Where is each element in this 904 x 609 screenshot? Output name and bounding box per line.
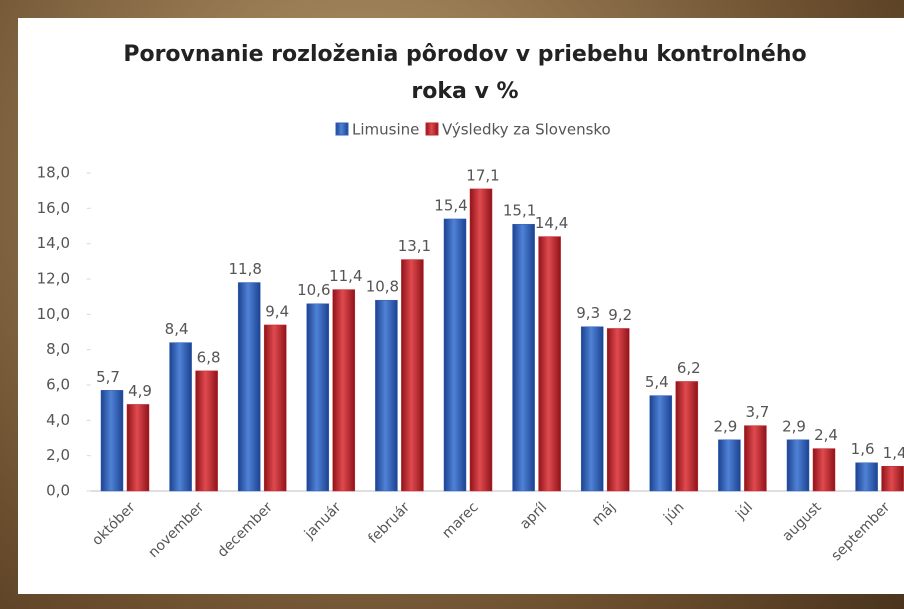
bar: [512, 223, 535, 492]
y-tick-label: 6,0: [46, 376, 70, 394]
value-label: 2,9: [782, 417, 806, 435]
bar: [443, 218, 467, 492]
y-tick-label: 4,0: [46, 411, 70, 429]
bar: [606, 328, 630, 492]
bar: [881, 466, 904, 492]
legend-label: Limusine: [352, 121, 419, 139]
legend-swatch: [335, 122, 349, 136]
value-label: 5,7: [96, 368, 120, 386]
y-tick-label: 18,0: [37, 164, 70, 182]
value-label: 10,8: [366, 278, 399, 296]
y-tick-label: 0,0: [46, 482, 70, 500]
value-label: 10,6: [297, 281, 330, 299]
bar: [469, 188, 493, 492]
value-label: 2,4: [814, 426, 838, 444]
bar: [580, 326, 604, 492]
bar: [375, 299, 398, 492]
bar: [718, 439, 741, 492]
value-label: 6,2: [677, 359, 701, 377]
value-label: 17,1: [466, 166, 499, 184]
value-label: 13,1: [398, 237, 431, 255]
chart-title: Porovnanie rozloženia pôrodov v priebehu…: [123, 42, 806, 104]
value-label: 9,4: [265, 302, 289, 320]
bar: [100, 390, 124, 492]
bar: [195, 370, 218, 492]
bar: [237, 282, 261, 492]
bar: [812, 448, 836, 492]
bar: [675, 381, 699, 492]
value-label: 15,1: [503, 202, 536, 220]
value-label: 11,8: [228, 260, 261, 278]
bar: [855, 462, 878, 492]
bar: [332, 289, 356, 492]
bar: [649, 395, 673, 492]
value-label: 14,4: [535, 214, 568, 232]
title-line: roka v %: [411, 79, 518, 104]
bar: [744, 425, 767, 492]
bar: [169, 342, 192, 492]
value-label: 8,4: [165, 320, 189, 338]
value-label: 2,9: [713, 417, 737, 435]
bar: [126, 404, 150, 492]
value-label: 9,2: [608, 306, 632, 324]
title-line: Porovnanie rozloženia pôrodov v priebehu…: [123, 42, 806, 67]
value-label: 6,8: [197, 348, 221, 366]
bar: [786, 439, 810, 492]
value-label: 5,4: [645, 373, 669, 391]
value-label: 1,6: [851, 440, 875, 458]
y-tick-label: 14,0: [37, 234, 70, 252]
bar: [263, 324, 287, 492]
value-label: 9,3: [576, 304, 600, 322]
bar: [306, 303, 330, 492]
value-label: 4,9: [128, 382, 152, 400]
legend-swatch: [425, 122, 439, 136]
legend-label: Výsledky za Slovensko: [442, 121, 611, 139]
y-tick-label: 12,0: [37, 270, 70, 288]
y-tick-label: 10,0: [37, 305, 70, 323]
value-label: 1,4: [883, 444, 904, 462]
bar: [538, 236, 561, 492]
value-label: 15,4: [434, 196, 467, 214]
value-label: 11,4: [329, 267, 362, 285]
y-tick-label: 8,0: [46, 340, 70, 358]
y-tick-label: 2,0: [46, 446, 70, 464]
y-tick-label: 16,0: [37, 199, 70, 217]
bar: [401, 259, 424, 492]
value-label: 3,7: [745, 403, 769, 421]
